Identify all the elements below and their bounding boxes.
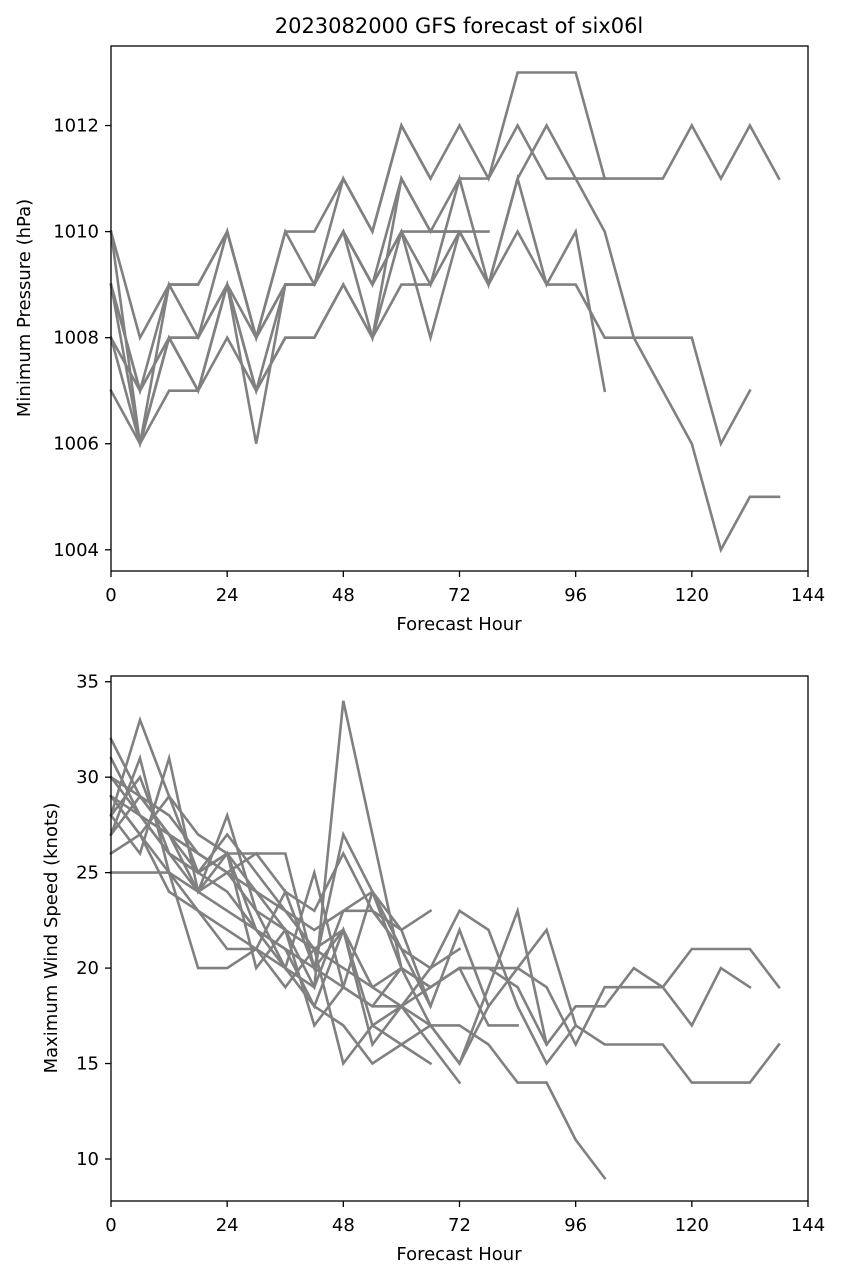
wind-chart-x-tick-label: 96 bbox=[564, 1215, 587, 1236]
pressure-chart-x-tick-label: 120 bbox=[675, 585, 709, 606]
pressure-chart-x-tick-label: 72 bbox=[448, 585, 471, 606]
pressure-chart-y-tick-label: 1008 bbox=[53, 328, 99, 349]
pressure-chart-y-label: Minimum Pressure (hPa) bbox=[14, 199, 35, 417]
wind-chart-y-ticks: 10 15 20 25 30 35 bbox=[76, 672, 111, 1170]
wind-chart-x-tick-label: 0 bbox=[105, 1215, 116, 1236]
wind-chart-y-tick-label: 20 bbox=[76, 958, 99, 979]
wind-chart-x-tick-label: 72 bbox=[448, 1215, 471, 1236]
wind-chart-x-tick-label: 144 bbox=[791, 1215, 825, 1236]
wind-chart-y-tick-label: 35 bbox=[76, 672, 99, 693]
wind-chart-y-tick-label: 15 bbox=[76, 1054, 99, 1075]
wind-chart-series-line bbox=[109, 793, 462, 1048]
wind-chart-x-tick-label: 48 bbox=[332, 1215, 355, 1236]
pressure-chart-lines bbox=[109, 71, 781, 554]
pressure-chart-x-tick-label: 96 bbox=[564, 585, 587, 606]
pressure-chart-x-ticks: 0 24 48 72 96 120 144 bbox=[105, 571, 825, 606]
wind-chart-x-tick-label: 120 bbox=[675, 1215, 709, 1236]
wind-chart-y-tick-label: 30 bbox=[76, 767, 99, 788]
pressure-chart-x-tick-label: 0 bbox=[105, 585, 116, 606]
wind-chart-series-line bbox=[109, 753, 404, 1009]
pressure-chart-x-tick-label: 144 bbox=[791, 585, 825, 606]
pressure-chart-title: 2023082000 GFS forecast of six06l bbox=[275, 14, 644, 38]
wind-chart-series-line bbox=[109, 794, 549, 1067]
pressure-chart-y-ticks: 1004 1006 1008 1010 1012 bbox=[53, 116, 111, 561]
pressure-chart-x-label: Forecast Hour bbox=[396, 614, 522, 635]
wind-chart-series-line bbox=[109, 775, 433, 1008]
wind-chart-series-line bbox=[109, 871, 433, 1067]
pressure-chart: 2023082000 GFS forecast of six06l 0 24 48 7… bbox=[14, 14, 825, 635]
wind-chart-series-line bbox=[109, 794, 607, 1180]
wind-chart-y-label: Maximum Wind Speed (knots) bbox=[41, 803, 62, 1074]
wind-chart-series-line bbox=[109, 700, 519, 1027]
wind-chart: 0 24 48 72 96 120 144 10 15 20 25 30 35 Forecast Ho… bbox=[41, 672, 825, 1265]
wind-chart-x-label: Forecast Hour bbox=[396, 1244, 522, 1265]
wind-chart-x-tick-label: 24 bbox=[216, 1215, 239, 1236]
wind-chart-x-ticks: 0 24 48 72 96 120 144 bbox=[105, 1201, 825, 1236]
pressure-chart-y-tick-label: 1012 bbox=[53, 116, 99, 137]
wind-chart-y-tick-label: 25 bbox=[76, 863, 99, 884]
pressure-chart-x-tick-label: 48 bbox=[332, 585, 355, 606]
pressure-chart-series-line bbox=[109, 122, 781, 554]
wind-chart-lines bbox=[109, 700, 781, 1180]
wind-chart-y-tick-label: 10 bbox=[76, 1149, 99, 1170]
pressure-chart-series-line bbox=[109, 230, 490, 447]
pressure-chart-y-tick-label: 1004 bbox=[53, 540, 99, 561]
pressure-chart-y-tick-label: 1010 bbox=[53, 222, 99, 243]
pressure-chart-series-line bbox=[109, 122, 433, 444]
wind-chart-series-line bbox=[109, 752, 433, 1029]
pressure-chart-x-tick-label: 24 bbox=[216, 585, 239, 606]
pressure-chart-y-tick-label: 1006 bbox=[53, 434, 99, 455]
